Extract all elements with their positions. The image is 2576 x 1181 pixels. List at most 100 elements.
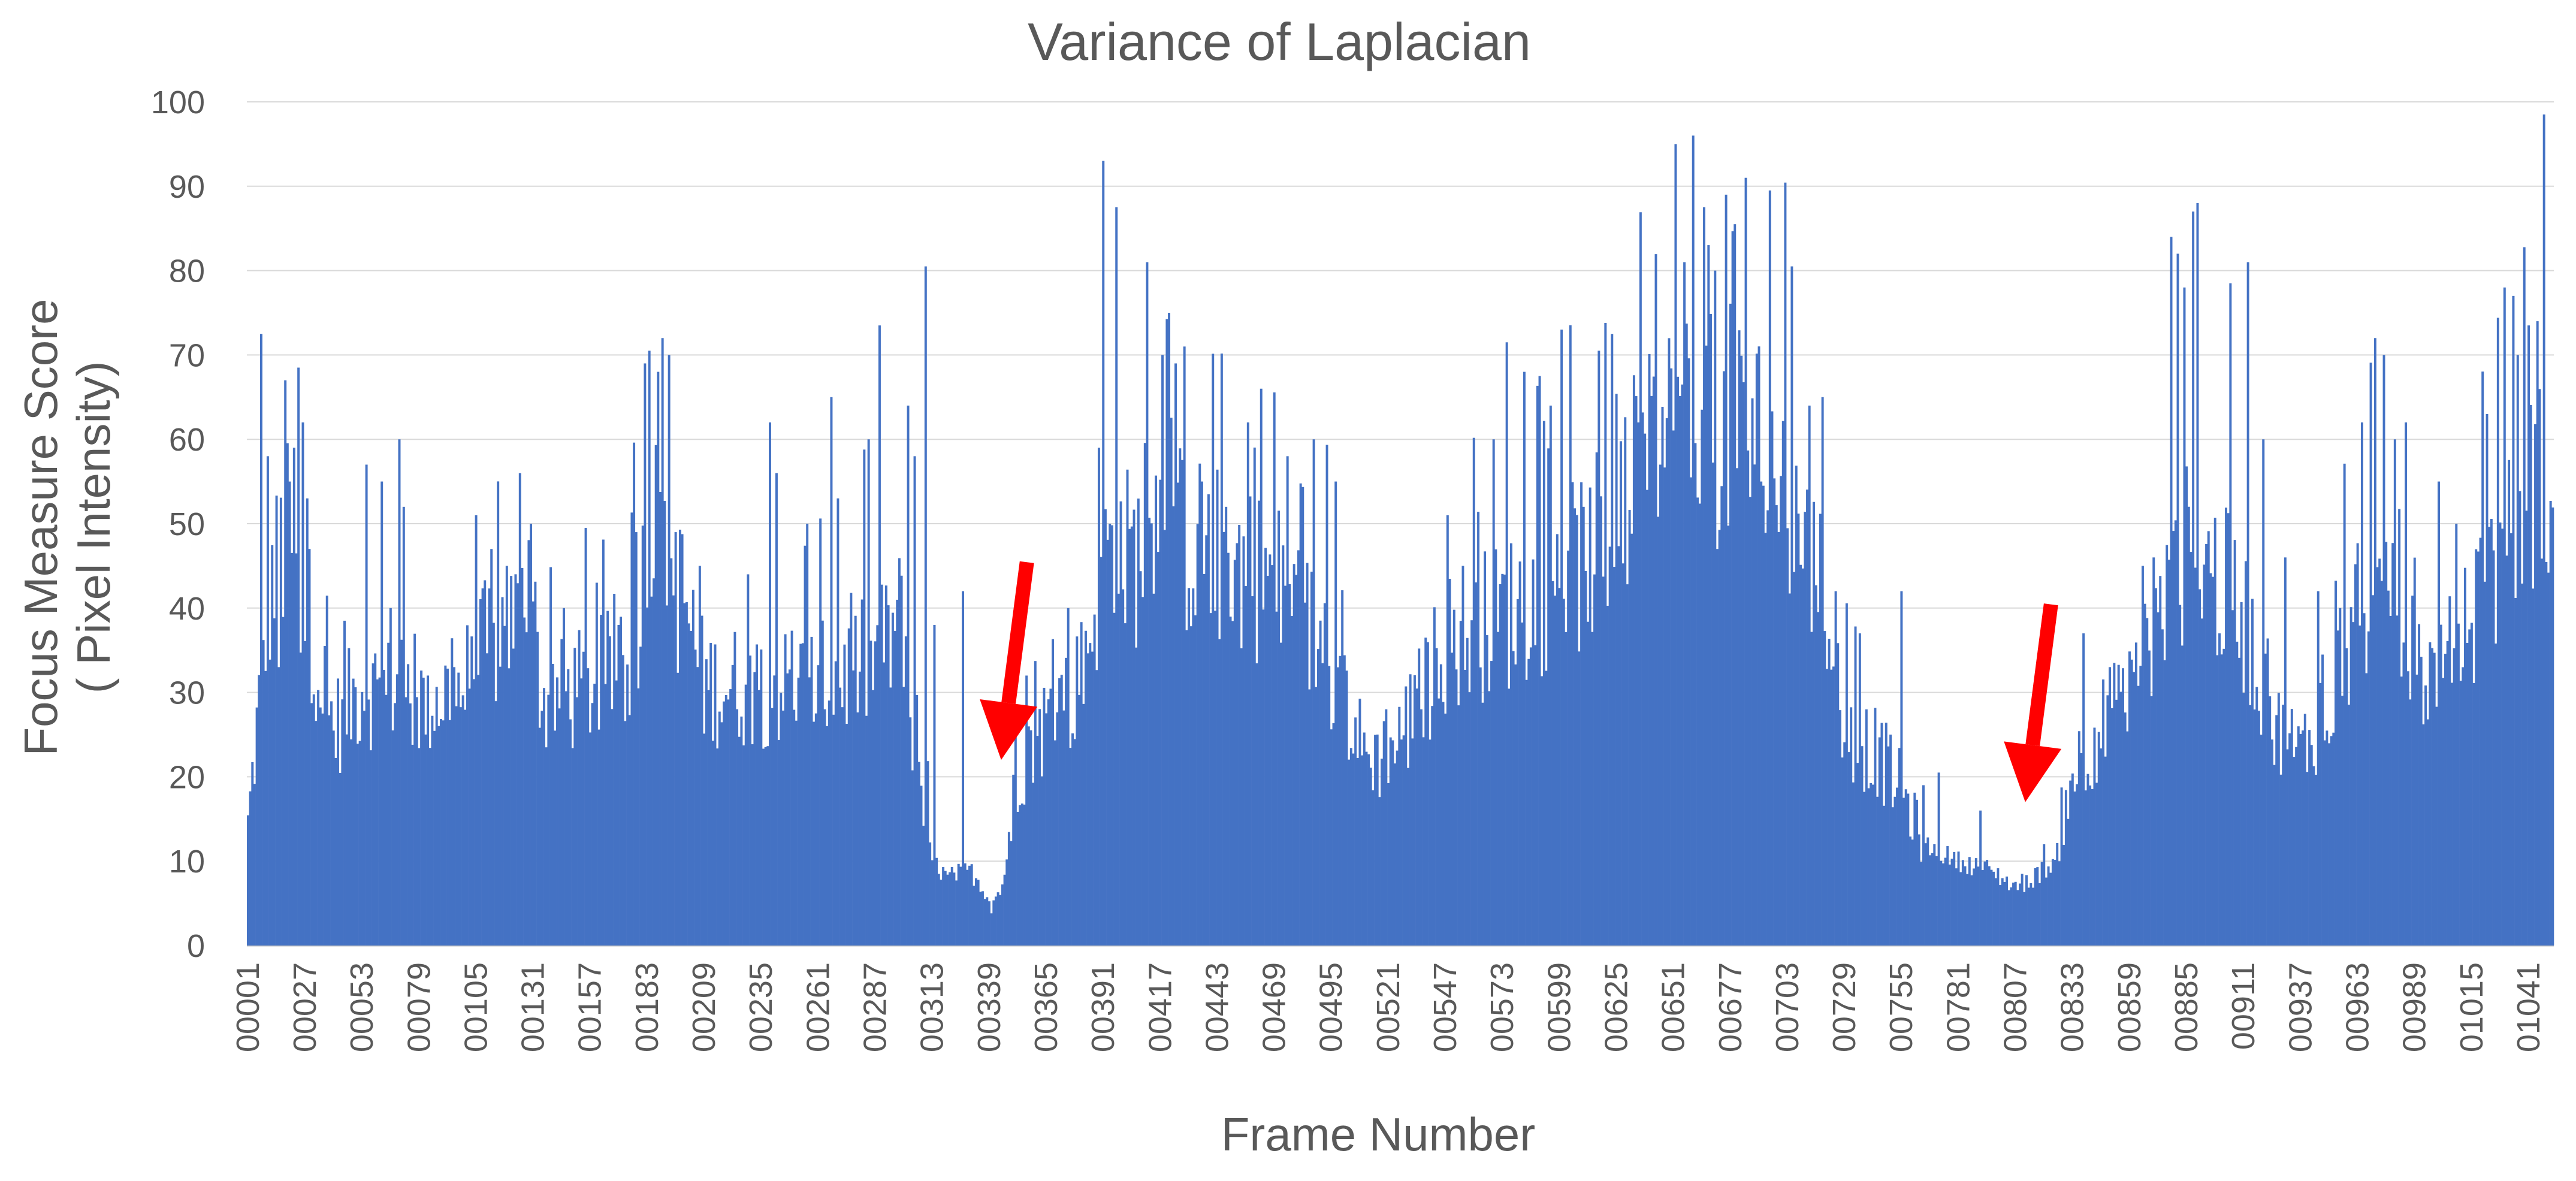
bar — [299, 653, 302, 946]
bar — [823, 709, 826, 946]
bar — [2380, 581, 2383, 946]
bar — [1439, 664, 1442, 946]
bar — [1323, 603, 1326, 946]
bar — [916, 694, 919, 946]
bar — [1238, 524, 1241, 946]
bar — [2080, 753, 2083, 946]
bar — [2475, 549, 2478, 946]
bar — [431, 715, 434, 946]
bar — [2448, 596, 2451, 946]
bar — [1345, 670, 1348, 946]
bar — [1047, 699, 1050, 946]
bar — [1604, 323, 1607, 946]
bar — [2466, 643, 2469, 946]
bar — [1038, 709, 1041, 946]
bar — [872, 690, 874, 946]
bar — [845, 724, 848, 946]
y-tick-label: 10 — [169, 844, 205, 880]
bar — [1273, 392, 1276, 946]
bar — [481, 588, 484, 946]
bar — [1994, 878, 1997, 946]
bar — [1968, 857, 1971, 946]
bar — [1977, 866, 1980, 946]
bar — [707, 690, 710, 946]
bar — [672, 595, 675, 946]
bar — [2319, 682, 2322, 946]
bar — [2019, 883, 2021, 946]
bar — [777, 740, 780, 946]
bar — [2328, 743, 2330, 946]
bar — [900, 575, 903, 946]
bar — [1775, 505, 1778, 946]
bar — [1940, 860, 1943, 946]
bar — [1049, 688, 1052, 946]
bar — [1019, 805, 1022, 946]
bar — [617, 624, 620, 946]
bar — [1251, 596, 1254, 946]
bar — [1168, 313, 1171, 946]
bar — [1365, 751, 1368, 946]
bar — [1394, 763, 1396, 946]
bar — [790, 630, 793, 946]
bar — [530, 524, 533, 946]
bar — [1295, 575, 1298, 946]
bar — [2431, 648, 2434, 946]
bar — [385, 694, 388, 946]
x-tick-label: 00157 — [572, 962, 608, 1052]
bar — [2010, 887, 2013, 946]
bar — [1878, 737, 1881, 946]
bar — [1279, 642, 1282, 946]
bar — [2435, 706, 2438, 946]
bar — [801, 643, 804, 946]
bar — [400, 639, 403, 946]
bar — [2152, 557, 2155, 946]
bar — [1509, 543, 1512, 946]
arrow-shaft — [2025, 603, 2058, 747]
bar — [2216, 655, 2219, 946]
bar — [1163, 530, 1166, 946]
bar — [1361, 755, 1364, 946]
bar — [424, 734, 427, 946]
x-tick-label: 00547 — [1427, 962, 1463, 1052]
bar — [2503, 287, 2506, 946]
bar — [2336, 630, 2339, 946]
bar — [973, 886, 976, 946]
bar — [567, 669, 570, 946]
bar — [2418, 624, 2421, 946]
bar — [896, 599, 899, 946]
bar — [806, 524, 809, 946]
bar — [2402, 642, 2405, 946]
bar — [459, 707, 462, 946]
bar — [1532, 559, 1535, 946]
bar — [1043, 687, 1046, 946]
bar — [2229, 283, 2232, 946]
bar — [1672, 430, 1675, 946]
bar — [1102, 161, 1105, 946]
bar — [262, 640, 265, 946]
bar — [731, 664, 734, 946]
bar — [2332, 732, 2335, 946]
bar — [1321, 663, 1324, 946]
bar — [484, 580, 487, 946]
bar — [1176, 482, 1179, 946]
bar — [2139, 666, 2142, 946]
bar — [624, 721, 627, 946]
bar — [2486, 413, 2489, 946]
bar — [2062, 845, 2065, 946]
bar — [418, 748, 421, 946]
bar — [1819, 514, 1822, 946]
bar — [1751, 398, 1754, 946]
bar — [1266, 575, 1269, 946]
bar — [661, 338, 664, 946]
bar — [249, 791, 252, 946]
bar — [975, 878, 977, 946]
bar — [1034, 661, 1037, 946]
bar — [564, 691, 567, 946]
bar — [2084, 790, 2087, 946]
bar — [2222, 648, 2225, 946]
bar — [2220, 654, 2223, 946]
bar — [1639, 212, 1642, 946]
bar — [455, 706, 458, 946]
bar — [1240, 648, 1243, 946]
bar — [2365, 673, 2368, 946]
